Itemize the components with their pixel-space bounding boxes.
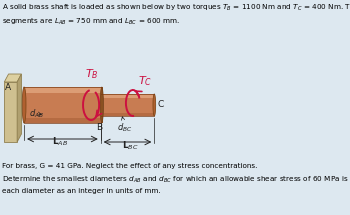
Text: Determine the smallest diameters $d_{AB}$ and $d_{BC}$ for which an allowable sh: Determine the smallest diameters $d_{AB}… <box>2 175 350 194</box>
Ellipse shape <box>153 94 156 116</box>
Text: $T_C$: $T_C$ <box>138 74 152 88</box>
Text: $T_B$: $T_B$ <box>85 67 99 81</box>
Text: $\mathbf{L}_{AB}$: $\mathbf{L}_{AB}$ <box>52 136 68 149</box>
Text: $d_{BC}$: $d_{BC}$ <box>117 117 132 134</box>
Polygon shape <box>4 74 21 82</box>
Text: C: C <box>158 100 164 109</box>
Text: B: B <box>97 123 103 132</box>
Polygon shape <box>101 113 154 116</box>
Text: A solid brass shaft is loaded as shown below by two torques $T_B$ = 1100 Nm and : A solid brass shaft is loaded as shown b… <box>2 3 350 27</box>
Text: For brass, G = 41 GPa. Neglect the effect of any stress concentrations.: For brass, G = 41 GPa. Neglect the effec… <box>2 163 257 169</box>
Polygon shape <box>24 87 101 123</box>
Text: A: A <box>5 83 12 92</box>
Polygon shape <box>101 87 103 94</box>
Polygon shape <box>101 94 154 98</box>
Polygon shape <box>24 87 101 93</box>
Polygon shape <box>4 82 17 142</box>
Ellipse shape <box>22 87 26 123</box>
Polygon shape <box>101 94 154 116</box>
Ellipse shape <box>100 87 103 123</box>
Polygon shape <box>101 116 103 123</box>
Polygon shape <box>24 118 101 123</box>
Text: $d_{AB}$: $d_{AB}$ <box>29 107 44 120</box>
Polygon shape <box>17 74 21 142</box>
Text: $\mathbf{L}_{BC}$: $\mathbf{L}_{BC}$ <box>122 139 139 152</box>
